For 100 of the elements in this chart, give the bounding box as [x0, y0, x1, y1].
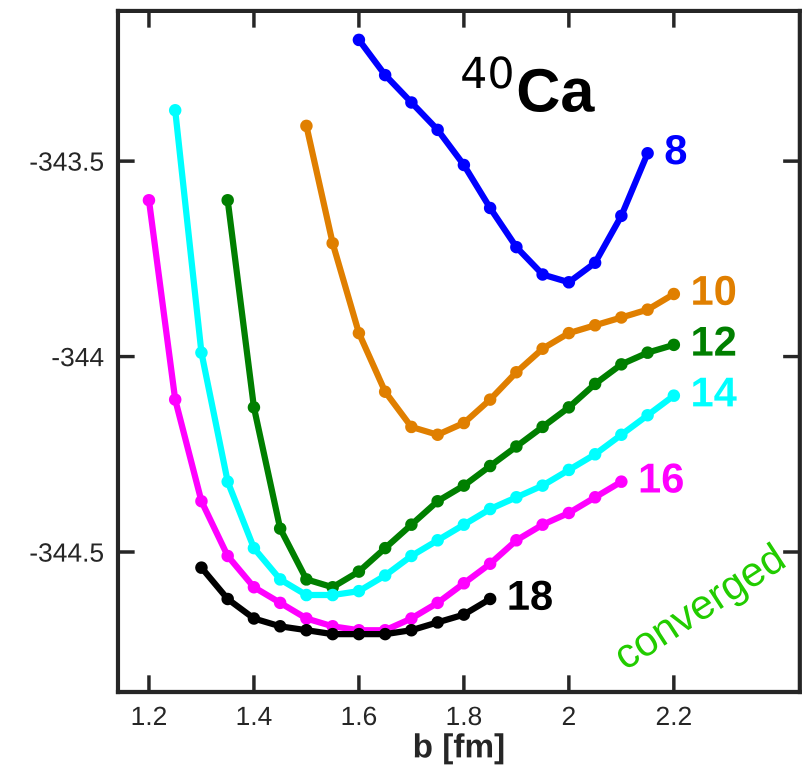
- point: [484, 502, 496, 516]
- series-label: 16: [640, 463, 683, 493]
- point: [195, 346, 208, 359]
- point: [405, 420, 418, 434]
- point: [248, 580, 260, 594]
- point: [405, 518, 418, 531]
- point: [352, 628, 366, 640]
- point: [300, 573, 313, 586]
- point: [274, 522, 286, 535]
- point: [615, 475, 628, 488]
- point: [536, 420, 549, 434]
- point: [378, 628, 392, 640]
- point: [300, 624, 313, 636]
- point: [641, 346, 654, 359]
- point: [431, 428, 444, 442]
- point: [458, 158, 470, 172]
- point: [615, 210, 628, 222]
- x-tick-label: 1.6: [342, 706, 376, 726]
- point: [274, 620, 286, 633]
- point: [352, 565, 366, 578]
- point: [668, 389, 680, 402]
- point: [274, 573, 286, 586]
- point: [431, 494, 444, 508]
- point: [668, 338, 680, 352]
- point: [588, 491, 602, 504]
- series-label: 8: [666, 134, 686, 164]
- point: [378, 68, 392, 82]
- point: [352, 326, 366, 340]
- x-tick-label: 1.4: [238, 706, 272, 725]
- point: [510, 240, 523, 254]
- point: [562, 326, 576, 340]
- point: [484, 202, 496, 214]
- point: [326, 236, 339, 250]
- y-tick-label: -344.5: [30, 543, 103, 562]
- point: [615, 358, 628, 371]
- point: [510, 440, 523, 453]
- point: [668, 288, 680, 300]
- series-label: 18: [509, 580, 552, 610]
- y-tick-label: -344: [52, 348, 104, 366]
- point: [168, 393, 182, 406]
- point: [562, 464, 576, 476]
- annotation: $^{40}$Ca: [462, 56, 595, 112]
- point: [405, 624, 418, 636]
- point: [378, 542, 392, 554]
- point: [431, 534, 444, 547]
- point: [588, 319, 602, 332]
- point: [431, 596, 444, 610]
- point: [562, 506, 576, 520]
- point: [248, 612, 260, 625]
- x-axis-title: b [fm]: [414, 733, 504, 764]
- point: [588, 256, 602, 269]
- point: [431, 124, 444, 136]
- x-tick-label: 2.2: [656, 706, 691, 725]
- point: [641, 408, 654, 422]
- point: [484, 393, 496, 406]
- point: [248, 542, 260, 554]
- point: [221, 592, 234, 606]
- point: [536, 342, 549, 355]
- point: [142, 194, 156, 206]
- point: [484, 460, 496, 472]
- point: [221, 194, 234, 206]
- point: [168, 104, 182, 117]
- point: [431, 616, 444, 629]
- point: [615, 428, 628, 442]
- point: [562, 276, 576, 289]
- point: [536, 268, 549, 281]
- point: [195, 561, 208, 574]
- series-label: 12: [693, 326, 736, 356]
- point: [221, 550, 234, 562]
- point: [536, 518, 549, 531]
- point: [458, 577, 470, 590]
- point: [300, 120, 313, 132]
- series-label: 10: [693, 276, 736, 306]
- point: [274, 596, 286, 610]
- point: [405, 612, 418, 625]
- point: [326, 628, 339, 640]
- y-tick-label: -343.5: [30, 152, 103, 171]
- point: [588, 448, 602, 461]
- point: [221, 475, 234, 488]
- point: [510, 491, 523, 504]
- point: [484, 558, 496, 570]
- point: [300, 588, 313, 602]
- point: [458, 518, 470, 531]
- point: [352, 34, 366, 46]
- point: [458, 479, 470, 492]
- point: [562, 401, 576, 414]
- x-tick-label: 1.2: [132, 706, 166, 725]
- x-tick-label: 2: [562, 706, 575, 725]
- point: [378, 386, 392, 398]
- point: [195, 494, 208, 508]
- point: [615, 311, 628, 324]
- point: [458, 608, 470, 621]
- point: [484, 592, 496, 606]
- point: [300, 612, 313, 625]
- point: [405, 96, 418, 109]
- point: [510, 366, 523, 378]
- point: [326, 588, 339, 602]
- point: [641, 147, 654, 160]
- point: [588, 378, 602, 390]
- point: [641, 303, 654, 316]
